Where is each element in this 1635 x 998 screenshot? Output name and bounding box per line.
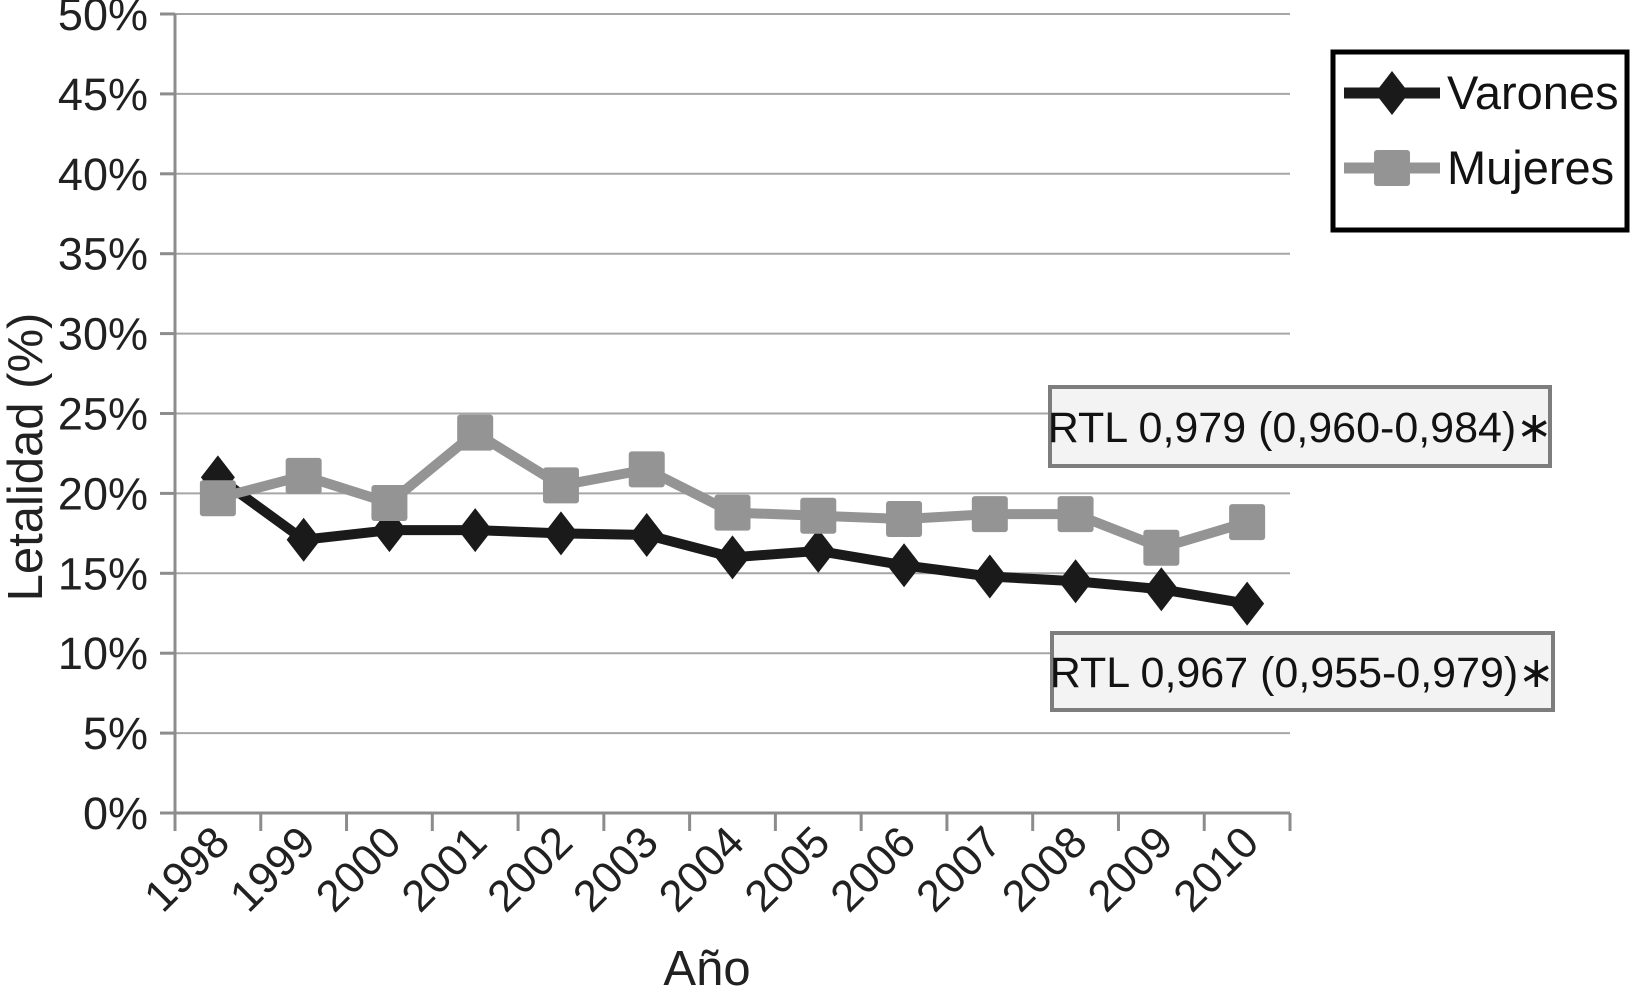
x-tick-label: 2002 (478, 817, 582, 921)
x-tick-label: 1999 (221, 817, 325, 921)
marker-mujeres-2000 (371, 484, 408, 521)
legend-label-mujeres: Mujeres (1447, 141, 1614, 194)
marker-varones-2007 (972, 554, 1007, 599)
y-tick-label: 25% (58, 389, 148, 440)
marker-mujeres-1999 (285, 457, 322, 494)
y-tick-label: 20% (58, 468, 148, 519)
marker-mujeres-2002 (542, 467, 579, 504)
series-mujeres (199, 414, 1266, 566)
marker-varones-2010 (1230, 581, 1265, 626)
x-tick-label: 2003 (564, 817, 668, 921)
annotation-box-mujeres: RTL 0,979 (0,960-0,984)∗ (1048, 385, 1553, 468)
marker-varones-2005 (801, 528, 836, 573)
marker-varones-1999 (286, 517, 321, 562)
y-tick-label: 0% (83, 788, 148, 839)
x-tick-label: 2007 (907, 817, 1011, 921)
x-tick-label: 2008 (993, 817, 1097, 921)
x-tick-label: 2005 (735, 817, 839, 921)
annotation-box-rect (1050, 631, 1555, 712)
legend: Varones Mujeres (1330, 49, 1630, 233)
x-axis-tick-labels: 1998199920002001200220032004200520062007… (135, 817, 1268, 921)
y-tick-label: 10% (58, 628, 148, 679)
marker-varones-2004 (715, 535, 750, 580)
annotation-text-varones: RTL 0,967 (0,955-0,979)∗ (1050, 649, 1555, 697)
marker-mujeres-1998 (199, 480, 236, 517)
legend-item-varones: Varones (1344, 66, 1619, 119)
x-tick-label: 2006 (821, 817, 925, 921)
x-tick-label: 2010 (1164, 817, 1268, 921)
y-tick-label: 5% (83, 708, 148, 759)
x-tick-label: 2000 (307, 817, 411, 921)
x-tick-label: 2001 (392, 817, 496, 921)
marker-mujeres-2009 (1143, 529, 1180, 566)
y-tick-label: 35% (58, 229, 148, 280)
marker-mujeres-2001 (457, 414, 494, 451)
annotation-box-rect (1048, 385, 1552, 468)
data-series (199, 414, 1266, 626)
y-tick-label: 50% (58, 0, 148, 40)
marker-mujeres-2003 (628, 451, 665, 488)
legend-frame (1330, 49, 1630, 233)
y-tick-label: 15% (58, 548, 148, 599)
marker-mujeres-2007 (971, 496, 1008, 533)
series-varones (200, 455, 1265, 626)
x-axis-title: Año (663, 942, 750, 996)
x-tick-label: 2004 (650, 817, 754, 921)
y-tick-label: 40% (58, 149, 148, 200)
marker-varones-2003 (629, 512, 664, 557)
annotation-text-mujeres: RTL 0,979 (0,960-0,984)∗ (1048, 404, 1553, 452)
legend-label-varones: Varones (1447, 66, 1619, 119)
axes (160, 12, 1292, 831)
y-tick-label: 45% (58, 69, 148, 120)
varones-diamond-icon (1375, 71, 1409, 115)
marker-varones-2002 (543, 511, 578, 556)
marker-varones-2006 (887, 543, 922, 588)
marker-mujeres-2010 (1229, 504, 1266, 541)
annotation-box-varones: RTL 0,967 (0,955-0,979)∗ (1050, 631, 1555, 712)
gridlines (175, 13, 1290, 735)
marker-varones-2008 (1058, 559, 1093, 604)
x-tick-label: 1998 (135, 817, 239, 921)
marker-varones-2009 (1144, 567, 1179, 612)
y-tick-label: 30% (58, 309, 148, 360)
y-axis-tick-labels: 0% 5% 10% 15% 20% 25% 30% 35% 40% 45% 50% (58, 0, 148, 839)
marker-varones-2001 (458, 508, 493, 553)
x-tick-label: 2009 (1079, 817, 1183, 921)
marker-mujeres-2004 (714, 494, 751, 531)
marker-mujeres-2005 (800, 497, 837, 534)
legend-item-mujeres: Mujeres (1344, 141, 1614, 194)
marker-mujeres-2008 (1057, 496, 1094, 533)
mujeres-square-icon (1374, 150, 1410, 186)
y-axis-title: Letalidad (%) (0, 313, 53, 602)
marker-mujeres-2006 (886, 500, 923, 537)
